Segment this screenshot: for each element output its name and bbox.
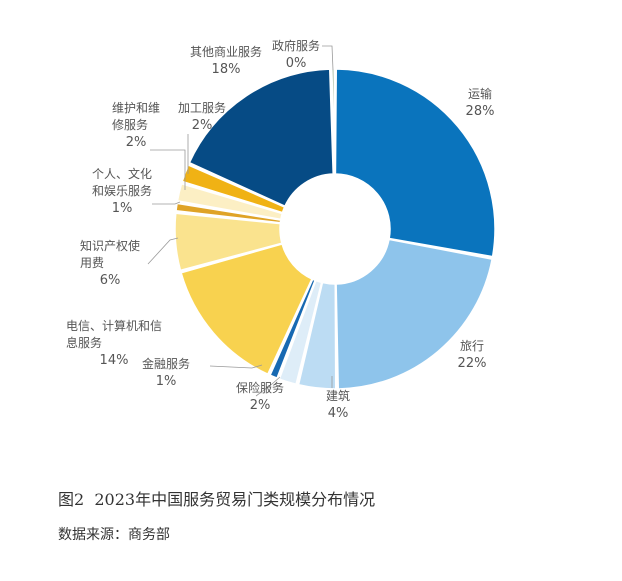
pie-slice — [176, 182, 284, 221]
figure-title: 2023年中国服务贸易门类规模分布情况 — [94, 490, 376, 509]
slice-label: 保险服务 — [236, 380, 284, 395]
slice-percent: 1% — [156, 374, 177, 389]
pie-slice — [269, 278, 317, 380]
pie-slice — [181, 164, 286, 214]
pie-slice — [180, 243, 313, 376]
pie-slice — [174, 212, 283, 272]
slice-percent: 4% — [328, 406, 349, 421]
slice-label: 政府服务 — [272, 38, 320, 53]
pie-slice — [175, 202, 282, 224]
donut-chart: 运输 28% 旅行 22% 建筑 4% 保险服务 2% 金融服务 1% 电信、计算机和信息服务 14%… — [66, 38, 496, 421]
slice-percent: 18% — [212, 62, 241, 77]
slice-label: 个人、文化和娱乐服务 — [92, 166, 152, 198]
slice-label: 其他商业服务 — [190, 44, 262, 59]
pie-slice — [278, 279, 323, 386]
leader-line — [209, 364, 263, 369]
pie-slice — [188, 68, 334, 208]
slice-label: 加工服务 — [178, 100, 226, 115]
figure-caption: 图2 2023年中国服务贸易门类规模分布情况 — [58, 486, 375, 510]
slice-percent: 1% — [112, 201, 133, 216]
slice-percent: 14% — [100, 353, 129, 368]
figure-number: 图2 — [58, 490, 85, 509]
slice-label: 知识产权使用费 — [80, 238, 140, 270]
slice-percent: 6% — [100, 273, 121, 288]
slice-label: 旅行 — [460, 339, 484, 353]
slice-percent: 2% — [126, 135, 147, 150]
slice-label: 建筑 — [326, 388, 350, 403]
leader-line — [150, 149, 186, 190]
leader-line — [322, 45, 334, 71]
slice-label: 运输 — [468, 86, 492, 101]
data-source: 数据来源：商务部 — [58, 527, 170, 543]
leader-line — [147, 237, 179, 265]
slice-label: 维护和维修服务 — [112, 101, 160, 132]
pie-slice — [335, 238, 494, 390]
pie-slice — [297, 281, 337, 390]
slice-percent: 28% — [466, 104, 495, 119]
leader-line — [152, 201, 181, 205]
slice-percent: 0% — [286, 56, 307, 71]
slice-label: 电信、计算机和信息服务 — [66, 318, 162, 350]
leader-line — [255, 376, 281, 397]
slice-label: 金融服务 — [142, 356, 190, 371]
slice-percent: 22% — [458, 356, 487, 371]
pie-slice — [334, 68, 496, 258]
slice-percent: 2% — [192, 118, 213, 133]
slice-percent: 2% — [250, 398, 271, 413]
